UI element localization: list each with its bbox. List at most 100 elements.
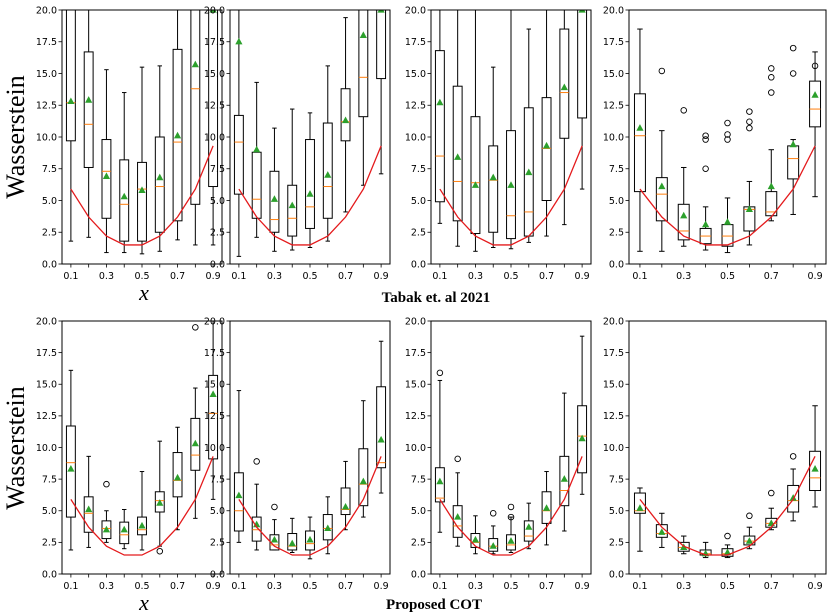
box-0.4 — [287, 108, 298, 251]
box-iqr — [322, 514, 333, 541]
ytick-label: 17.5 — [36, 37, 57, 48]
box-iqr — [452, 505, 463, 538]
xtick-label: 0.3 — [676, 581, 691, 592]
xtick-label: 0.9 — [206, 581, 221, 592]
chart-panel-8: 0.0 2.5 5.0 7.5 10.0 12.5 15.0 17.5 20.0 0.1 0.3 0.… — [603, 316, 827, 592]
mean-marker — [209, 10, 217, 13]
xtick-label: 0.7 — [338, 271, 353, 282]
box-0.9 — [208, 10, 219, 246]
mean-marker — [377, 10, 385, 13]
box-iqr — [655, 524, 668, 538]
box-iqr — [119, 521, 130, 545]
mean-marker — [359, 31, 367, 38]
box-0.5 — [137, 66, 147, 255]
box-0.9 — [809, 405, 822, 508]
mean-marker — [156, 173, 164, 181]
box-0.6 — [154, 65, 165, 252]
box-iqr — [137, 516, 147, 536]
ytick-label: 2.5 — [210, 538, 225, 549]
ytick-label: 17.5 — [603, 348, 624, 359]
box-0.2 — [83, 455, 94, 548]
box-0.6 — [523, 502, 534, 550]
box-iqr — [506, 130, 516, 240]
box-0.5 — [137, 471, 147, 551]
ytick-label: 12.5 — [603, 411, 624, 422]
box-iqr — [172, 452, 183, 498]
box-iqr — [434, 50, 445, 203]
box-iqr — [287, 184, 298, 237]
ytick-label: 20.0 — [204, 316, 225, 327]
box-iqr — [305, 139, 315, 229]
ytick-label: 12.5 — [405, 411, 426, 422]
mean-marker — [120, 525, 128, 533]
box-iqr — [541, 97, 552, 201]
box-0.3 — [101, 69, 112, 254]
ytick-label: 2.5 — [42, 538, 57, 549]
outlier-point — [746, 108, 753, 115]
chart-panel-1: 0.0 2.5 5.0 7.5 10.0 12.5 15.0 17.5 20.0 0.1 0.3 0.… — [36, 5, 223, 282]
box-0.1 — [434, 10, 445, 224]
mean-marker — [723, 218, 732, 225]
mean-marker — [745, 537, 753, 544]
mean-marker — [85, 96, 93, 103]
box-iqr — [743, 535, 756, 546]
xtick-label: 0.5 — [720, 271, 735, 282]
xtick-label: 0.5 — [720, 581, 735, 592]
mean-marker — [306, 535, 314, 543]
box-0.6 — [743, 180, 756, 246]
xtick-label: 0.5 — [302, 581, 317, 592]
outlier-point — [436, 369, 444, 377]
true-curve-line — [70, 145, 214, 246]
ytick-label: 17.5 — [405, 348, 426, 359]
outlier-point — [702, 136, 709, 143]
xtick-label: 0.1 — [632, 271, 647, 282]
mean-marker — [658, 528, 666, 535]
ytick-label: 7.5 — [42, 164, 57, 175]
outlier-point — [454, 455, 461, 463]
ytick-label: 7.5 — [210, 474, 225, 485]
true-curve-line — [238, 456, 382, 556]
mean-marker — [436, 477, 444, 485]
ytick-label: 20.0 — [36, 5, 57, 16]
chart-panel-2: 0.0 2.5 5.0 7.5 10.0 12.5 15.0 17.5 20.0 0.1 0.3 0.… — [204, 5, 391, 282]
plot-area — [434, 335, 588, 556]
box-0.3 — [470, 10, 481, 252]
mean-marker — [253, 145, 261, 153]
outlier-point — [192, 324, 199, 331]
ytick-label: 0.0 — [609, 569, 624, 580]
box-iqr — [83, 496, 94, 533]
mean-marker — [341, 502, 350, 510]
true-curve-line — [639, 145, 816, 246]
outlier-point — [724, 119, 731, 127]
xlabel-bottom: x — [138, 590, 149, 614]
ytick-label: 10.0 — [204, 132, 225, 143]
box-0.2 — [83, 10, 94, 238]
outlier-point — [103, 480, 110, 488]
mean-marker — [288, 539, 296, 547]
ytick-label: 10.0 — [36, 132, 57, 143]
mean-marker — [507, 537, 515, 544]
ylabel-top: Wasserstein — [1, 75, 30, 199]
box-iqr — [287, 533, 298, 551]
ytick-label: 17.5 — [204, 37, 225, 48]
ytick-label: 15.0 — [405, 380, 426, 391]
mean-marker — [636, 124, 644, 131]
box-0.9 — [577, 10, 588, 190]
ytick-label: 15.0 — [405, 69, 426, 80]
box-0.1 — [434, 379, 445, 533]
box-0.4 — [119, 508, 130, 550]
xtick-label: 0.9 — [808, 581, 823, 592]
outlier-point — [702, 132, 709, 139]
mean-marker — [811, 91, 819, 98]
box-0.8 — [559, 392, 570, 532]
box-0.7 — [340, 17, 351, 213]
box-iqr — [633, 93, 646, 193]
xtick-label: 0.7 — [170, 581, 185, 592]
mean-marker — [745, 205, 753, 212]
mean-marker — [507, 181, 515, 188]
ytick-label: 7.5 — [411, 474, 426, 485]
xtick-label: 0.1 — [63, 581, 78, 592]
box-0.8 — [787, 139, 800, 215]
xtick-label: 0.9 — [575, 271, 590, 282]
box-0.4 — [287, 517, 298, 553]
